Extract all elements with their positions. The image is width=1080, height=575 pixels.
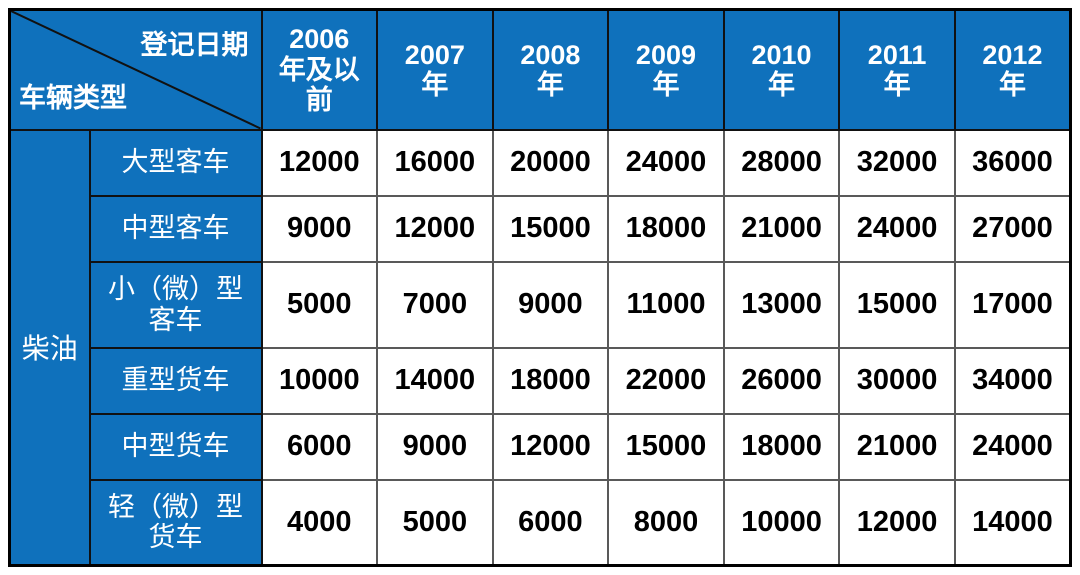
value-cell: 12000	[376, 194, 494, 263]
value-cell: 26000	[722, 346, 841, 415]
col-header-2010: 2010 年	[722, 8, 841, 131]
value-cell: 20000	[491, 128, 610, 197]
value-cell: 27000	[953, 194, 1072, 263]
value-cell: 32000	[838, 128, 956, 197]
row-label-medium-truck: 中型货车	[88, 412, 263, 481]
value-cell: 16000	[376, 128, 494, 197]
value-cell: 10000	[260, 346, 379, 415]
value-cell: 15000	[607, 412, 725, 481]
fee-table: 登记日期 车辆类型 2006 年及以 前 2007 年 2008 年 2009 …	[8, 8, 1072, 567]
value-cell: 14000	[376, 346, 494, 415]
col-header-2007: 2007 年	[376, 8, 494, 131]
value-cell: 15000	[491, 194, 610, 263]
value-cell: 12000	[491, 412, 610, 481]
corner-date-label: 登记日期	[140, 30, 249, 60]
table-row: 小（微）型 客车 5000 7000 9000 11000 13000 1500…	[10, 260, 1072, 349]
row-label-light-micro-truck: 轻（微）型 货车	[88, 478, 263, 567]
value-cell: 6000	[260, 412, 379, 481]
diagonal-divider-line	[11, 11, 261, 129]
value-cell: 28000	[722, 128, 841, 197]
table-row: 柴油 大型客车 12000 16000 20000 24000 28000 32…	[8, 128, 1072, 567]
value-cell: 18000	[722, 412, 841, 481]
table-row: 重型货车 10000 14000 18000 22000 26000 30000…	[10, 346, 1072, 415]
fuel-group-label-diesel: 柴油	[8, 128, 91, 567]
col-header-2012: 2012 年	[953, 8, 1072, 131]
row-label-heavy-truck: 重型货车	[88, 346, 263, 415]
value-cell: 9000	[376, 412, 494, 481]
row-label-large-bus: 大型客车	[88, 128, 263, 197]
value-cell: 24000	[607, 128, 725, 197]
value-cell: 22000	[607, 346, 725, 415]
value-cell: 10000	[722, 478, 841, 567]
table-row: 中型客车 9000 12000 15000 18000 21000 24000 …	[10, 194, 1072, 263]
value-cell: 5000	[260, 260, 379, 349]
corner-header-cell: 登记日期 车辆类型	[8, 8, 263, 131]
header-row: 登记日期 车辆类型 2006 年及以 前 2007 年 2008 年 2009 …	[8, 8, 1072, 131]
table-row: 轻（微）型 货车 4000 5000 6000 8000 10000 12000…	[10, 478, 1072, 567]
value-cell: 4000	[260, 478, 379, 567]
value-cell: 18000	[491, 346, 610, 415]
col-header-2006-and-before: 2006 年及以 前	[260, 8, 379, 131]
row-label-medium-bus: 中型客车	[88, 194, 263, 263]
value-cell: 15000	[838, 260, 956, 349]
value-cell: 13000	[722, 260, 841, 349]
value-cell: 36000	[953, 128, 1072, 197]
value-cell: 18000	[607, 194, 725, 263]
value-cell: 12000	[260, 128, 379, 197]
value-cell: 11000	[607, 260, 725, 349]
corner-type-label: 车辆类型	[19, 82, 127, 113]
value-cell: 9000	[260, 194, 379, 263]
col-header-2008: 2008 年	[491, 8, 610, 131]
value-cell: 6000	[491, 478, 610, 567]
value-cell: 24000	[953, 412, 1072, 481]
col-header-2011: 2011 年	[838, 8, 956, 131]
value-cell: 8000	[607, 478, 725, 567]
value-cell: 30000	[838, 346, 956, 415]
value-cell: 7000	[376, 260, 494, 349]
value-cell: 24000	[838, 194, 956, 263]
value-cell: 21000	[838, 412, 956, 481]
value-cell: 12000	[838, 478, 956, 567]
value-cell: 9000	[491, 260, 610, 349]
value-cell: 5000	[376, 478, 494, 567]
table-row: 中型货车 6000 9000 12000 15000 18000 21000 2…	[10, 412, 1072, 481]
row-label-small-micro-bus: 小（微）型 客车	[88, 260, 263, 349]
value-cell: 14000	[953, 478, 1072, 567]
col-header-2009: 2009 年	[607, 8, 725, 131]
value-cell: 17000	[953, 260, 1072, 349]
value-cell: 21000	[722, 194, 841, 263]
value-cell: 34000	[953, 346, 1072, 415]
